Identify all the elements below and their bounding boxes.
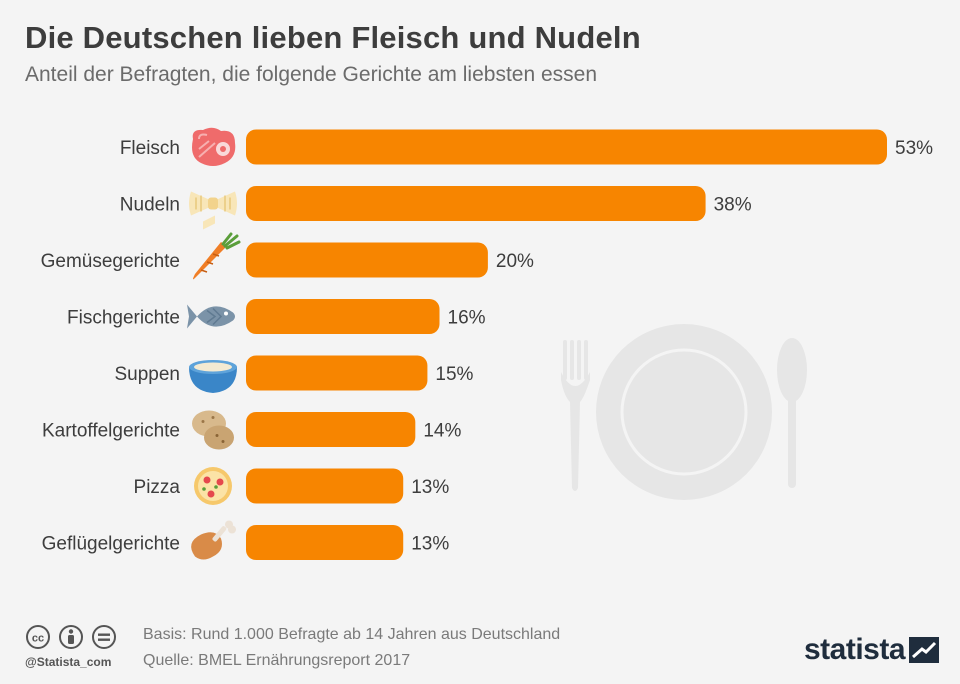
category-label: Gemüsegerichte <box>41 251 180 272</box>
category-label: Fleisch <box>120 138 180 159</box>
fork-icon <box>561 340 590 491</box>
value-label: 13% <box>411 477 449 498</box>
bar <box>246 299 440 334</box>
svg-text:cc: cc <box>32 633 44 645</box>
value-label: 14% <box>423 421 461 442</box>
chart-subtitle: Anteil der Befragten, die folgende Geric… <box>25 63 598 86</box>
fish-icon <box>186 303 236 330</box>
value-label: 38% <box>714 195 752 216</box>
bar <box>246 525 404 560</box>
category-label: Suppen <box>114 364 180 385</box>
license-icons: cc <box>26 625 116 649</box>
bar <box>246 468 404 504</box>
statista-logo-icon <box>909 637 940 663</box>
chart-title: Die Deutschen lieben Fleisch und Nudeln <box>25 20 641 55</box>
basis-note: Basis: Rund 1.000 Befragte ab 14 Jahren … <box>143 626 561 643</box>
bar <box>246 412 416 447</box>
potato-icon <box>192 410 234 450</box>
attribution-icon <box>59 625 83 649</box>
category-label: Nudeln <box>120 195 180 216</box>
bar-row: Nudeln 38% <box>120 186 752 231</box>
spoon-icon <box>777 338 807 488</box>
bar-row: Geflügelgerichte 13% <box>42 520 449 560</box>
statista-handle: @Statista_com <box>25 655 112 669</box>
category-label: Geflügelgerichte <box>42 534 180 555</box>
carrot-icon <box>191 232 241 281</box>
bar-row: Gemüsegerichte 20% <box>41 232 534 281</box>
value-label: 20% <box>496 251 534 272</box>
category-label: Fischgerichte <box>67 308 180 329</box>
bar-row: Kartoffelgerichte 14% <box>42 410 461 450</box>
bar-row: Fischgerichte 16% <box>67 299 486 334</box>
bar <box>246 242 488 278</box>
source-note: Quelle: BMEL Ernährungsreport 2017 <box>143 652 411 669</box>
bar <box>246 129 887 165</box>
soup-bowl-icon <box>189 360 237 393</box>
bar-row: Fleisch 53% <box>120 126 933 167</box>
value-label: 13% <box>411 534 449 555</box>
chicken-leg-icon <box>191 520 236 560</box>
value-label: 53% <box>895 138 933 159</box>
bar <box>246 186 706 221</box>
value-label: 15% <box>435 364 473 385</box>
statista-logo[interactable]: statista <box>804 633 940 667</box>
cc-icon <box>26 625 50 649</box>
value-label: 16% <box>448 308 486 329</box>
brand-name: statista <box>804 633 906 666</box>
category-label: Kartoffelgerichte <box>42 421 180 442</box>
bar <box>246 355 428 391</box>
pasta-icon <box>188 190 238 231</box>
no-derivatives-icon <box>92 625 116 649</box>
bar-row: Pizza 13% <box>134 467 449 505</box>
bar-row: Suppen 15% <box>114 355 474 393</box>
category-label: Pizza <box>134 477 181 498</box>
pizza-icon <box>194 467 232 505</box>
steak-icon <box>191 126 237 167</box>
